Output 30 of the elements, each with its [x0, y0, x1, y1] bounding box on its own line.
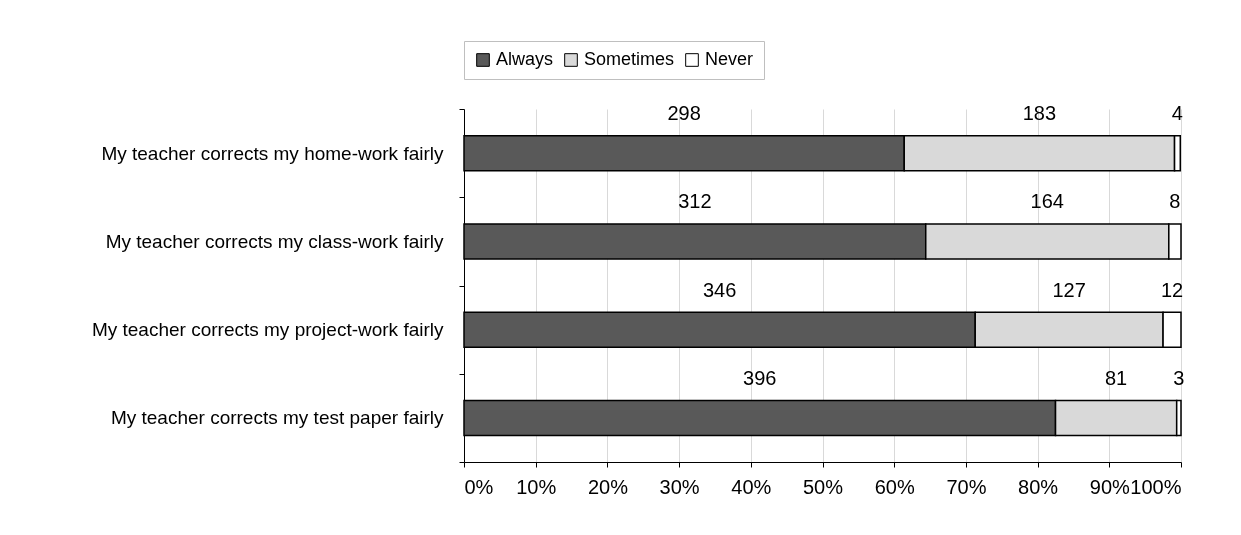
annotation: 3 — [1173, 366, 1185, 389]
x-tick-label: 80% — [1018, 475, 1059, 498]
annotation: 81 — [1104, 366, 1128, 389]
x-tick-label: 0% — [464, 475, 494, 498]
x-tick-label: 90% — [1089, 475, 1131, 498]
x-tick-label: 70% — [946, 475, 987, 498]
y-tick-label: My teacher corrects my test paper fairly — [110, 407, 444, 429]
x-tick-label: 30% — [659, 475, 700, 498]
annotation: 183 — [1022, 102, 1057, 125]
y-tick-label: My teacher corrects my class-work fairly — [105, 230, 444, 252]
y-tick-label: My teacher corrects my project-work fairly — [91, 319, 444, 341]
y-tick-label: My teacher corrects my home-work fairly — [101, 142, 444, 164]
annotation: 4 — [1171, 102, 1183, 125]
x-tick-label: 40% — [731, 475, 772, 498]
annotation: 312 — [678, 190, 712, 213]
annotation: 346 — [702, 278, 737, 301]
legend-label: Never — [705, 49, 754, 69]
annotation: 127 — [1052, 278, 1086, 301]
x-tick-label: 20% — [587, 475, 629, 498]
x-tick-label: 60% — [874, 475, 915, 498]
legend-label: Always — [496, 49, 554, 69]
annotation: 164 — [1030, 190, 1064, 213]
annotation: 12 — [1160, 278, 1184, 301]
annotation: 396 — [743, 366, 777, 389]
x-tick-label: 100% — [1130, 475, 1182, 498]
annotation: 298 — [667, 102, 701, 125]
legend-label: Sometimes — [584, 49, 675, 69]
annotation: 8 — [1169, 190, 1181, 213]
x-tick-label: 10% — [516, 475, 557, 498]
x-tick-label: 50% — [802, 475, 844, 498]
